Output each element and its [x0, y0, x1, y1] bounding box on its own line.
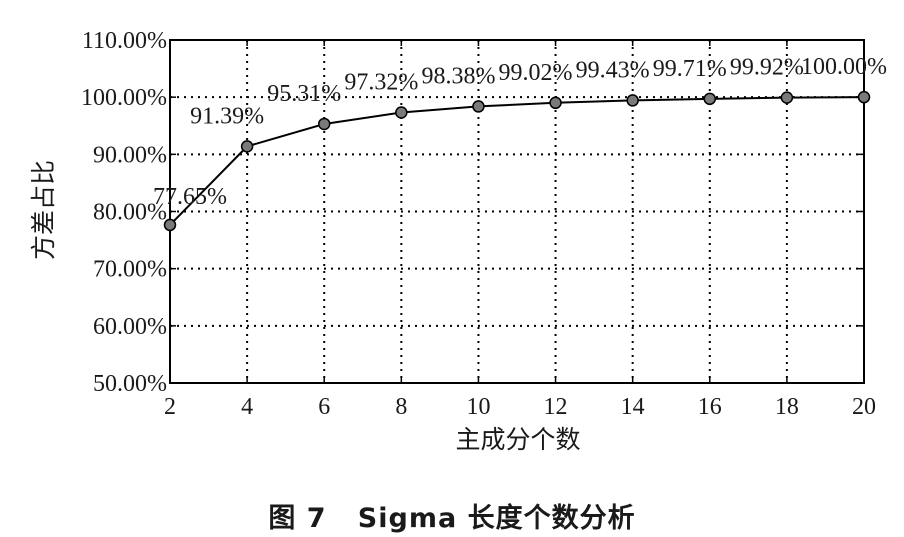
data-label: 98.38% [421, 63, 495, 89]
data-labels: 77.65% 91.39%95.31% 97.32% 98.38% 99.02% 99.4… [153, 54, 887, 210]
data-label: 99.02% [499, 60, 573, 86]
series-line [169, 96, 865, 226]
data-label: 97.32% [344, 69, 418, 95]
x-tick-label: 2 [164, 394, 176, 420]
x-tick-label: 20 [852, 394, 876, 420]
x-tick-label: 6 [318, 394, 330, 420]
y-tick-label: 90.00% [93, 142, 167, 168]
y-tick-label: 60.00% [93, 314, 167, 340]
x-tick-label: 10 [466, 394, 490, 420]
x-tick-label: 4 [241, 394, 253, 420]
data-point [626, 94, 639, 107]
y-tick-label: 100.00% [81, 85, 167, 111]
data-point [472, 100, 485, 113]
data-point [317, 117, 331, 131]
x-tick-label: 8 [395, 394, 407, 420]
data-label: 99.43% [576, 57, 650, 83]
data-label: 91.39% [190, 103, 264, 129]
y-tick-label: 80.00% [93, 200, 167, 226]
series [163, 90, 871, 232]
y-tick-label: 70.00% [93, 257, 167, 283]
x-tick-label: 12 [544, 394, 568, 420]
data-point [857, 90, 871, 104]
x-tick-label: 16 [698, 394, 722, 420]
axes: 2 4 6 8 10 12 14 16 18 20 50.00% 60.00% 70.00% 80.00%… [81, 28, 876, 420]
data-label: 100.00% [801, 54, 887, 80]
y-axis-title: 方差占比 [29, 160, 58, 260]
data-label: 99.92% [730, 55, 804, 81]
x-axis-title: 主成分个数 [455, 425, 580, 454]
data-point [163, 218, 177, 232]
data-point [703, 92, 717, 106]
y-tick-label: 50.00% [93, 371, 167, 397]
y-tick-label: 110.00% [82, 28, 167, 54]
figure-caption: 图 7 Sigma 长度个数分析 [268, 503, 636, 534]
data-label: 99.71% [653, 56, 727, 82]
data-point [240, 140, 254, 153]
data-point [780, 91, 794, 104]
x-tick-label: 18 [775, 394, 799, 420]
data-point [395, 106, 408, 119]
data-label: 95.31% [267, 81, 341, 107]
x-tick-label: 14 [621, 394, 645, 420]
data-label: 77.65% [153, 184, 227, 210]
data-point [549, 96, 562, 110]
